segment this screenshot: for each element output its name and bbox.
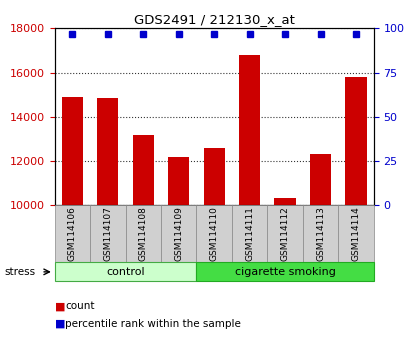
Bar [90,205,126,262]
Bar [204,148,225,205]
Text: GSM114106: GSM114106 [68,206,77,261]
Bar [55,262,197,281]
Bar [97,98,118,205]
Text: GSM114109: GSM114109 [174,206,183,261]
Bar [55,205,90,262]
Text: GSM114114: GSM114114 [352,206,360,261]
Text: percentile rank within the sample: percentile rank within the sample [65,319,241,329]
Bar [345,77,367,205]
Bar [197,262,374,281]
Bar [161,205,197,262]
Text: GSM114108: GSM114108 [139,206,148,261]
Bar [62,97,83,205]
Bar [268,205,303,262]
Text: cigarette smoking: cigarette smoking [235,267,336,277]
Text: ■: ■ [55,301,65,311]
Text: GSM114113: GSM114113 [316,206,325,261]
Title: GDS2491 / 212130_x_at: GDS2491 / 212130_x_at [134,13,295,26]
Bar [232,205,268,262]
Bar [310,154,331,205]
Text: GSM114107: GSM114107 [103,206,112,261]
Text: stress: stress [4,267,35,277]
Text: count: count [65,301,94,311]
Text: GSM114111: GSM114111 [245,206,254,261]
Bar [168,157,189,205]
Bar [339,205,374,262]
Text: GSM114110: GSM114110 [210,206,219,261]
Bar [197,205,232,262]
Text: GSM114112: GSM114112 [281,206,290,261]
Text: control: control [106,267,145,277]
Bar [133,135,154,205]
Bar [239,55,260,205]
Text: ■: ■ [55,319,65,329]
Bar [275,198,296,205]
Bar [126,205,161,262]
Bar [303,205,339,262]
